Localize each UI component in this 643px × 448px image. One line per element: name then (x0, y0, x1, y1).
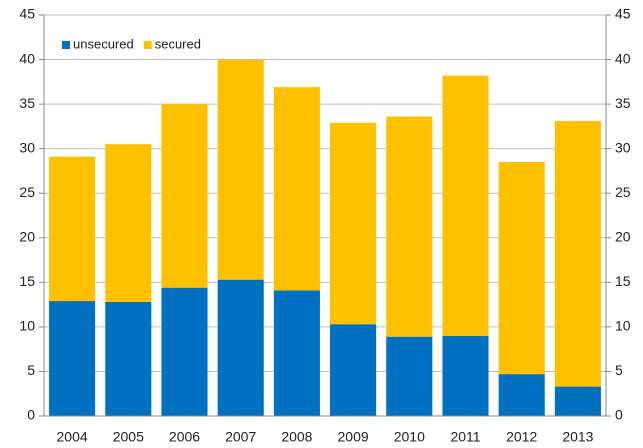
bar (498, 374, 545, 416)
x-tick-label: 2013 (562, 429, 593, 445)
y2-tick-label: 0 (615, 407, 623, 423)
bar (217, 59, 264, 280)
bar (105, 144, 152, 302)
y2-tick-label: 25 (615, 184, 631, 200)
bar (273, 290, 320, 416)
bar (217, 279, 264, 416)
x-tick-label: 2011 (450, 429, 480, 445)
legend-swatch (143, 41, 152, 49)
bar (49, 156, 96, 302)
y-tick-label: 15 (19, 273, 35, 289)
bar (442, 335, 489, 416)
x-tick-label: 2010 (394, 429, 425, 445)
y-tick-label: 0 (27, 407, 35, 423)
bar (498, 162, 545, 375)
bar (554, 121, 601, 387)
y-tick-label: 5 (27, 362, 35, 378)
bar (554, 386, 601, 416)
y-tick-label: 30 (19, 139, 35, 155)
y2-tick-label: 40 (615, 50, 631, 66)
bar (105, 301, 152, 416)
y2-tick-label: 20 (615, 228, 631, 244)
x-tick-label: 2009 (338, 429, 369, 445)
bar (330, 324, 377, 416)
bar (386, 336, 433, 416)
x-tick-label: 2005 (113, 429, 144, 445)
x-tick-label: 2004 (57, 429, 88, 445)
x-tick-label: 2007 (225, 429, 256, 445)
y-tick-label: 45 (19, 6, 35, 22)
y2-tick-label: 30 (615, 139, 631, 155)
x-tick-label: 2008 (281, 429, 312, 445)
y2-tick-label: 35 (615, 95, 631, 111)
legend-label: secured (155, 36, 201, 51)
y-tick-label: 40 (19, 50, 35, 66)
bar (386, 116, 433, 337)
y-tick-label: 25 (19, 184, 35, 200)
legend-label: unsecured (73, 36, 134, 51)
y2-tick-label: 10 (615, 318, 631, 334)
y2-tick-label: 45 (615, 6, 631, 22)
bar (161, 287, 208, 416)
bar (442, 75, 489, 336)
bar (330, 122, 377, 325)
y-tick-label: 35 (19, 95, 35, 111)
legend: unsecured secured (62, 36, 201, 51)
legend-swatch (62, 41, 70, 49)
x-tick-label: 2012 (506, 429, 537, 445)
y-tick-label: 10 (19, 318, 35, 334)
bar (273, 87, 320, 291)
y2-tick-label: 15 (615, 273, 631, 289)
x-tick-label: 2006 (169, 429, 200, 445)
y2-tick-label: 5 (615, 362, 623, 378)
bar (161, 104, 208, 288)
y-tick-label: 20 (19, 228, 35, 244)
bar (49, 301, 96, 416)
